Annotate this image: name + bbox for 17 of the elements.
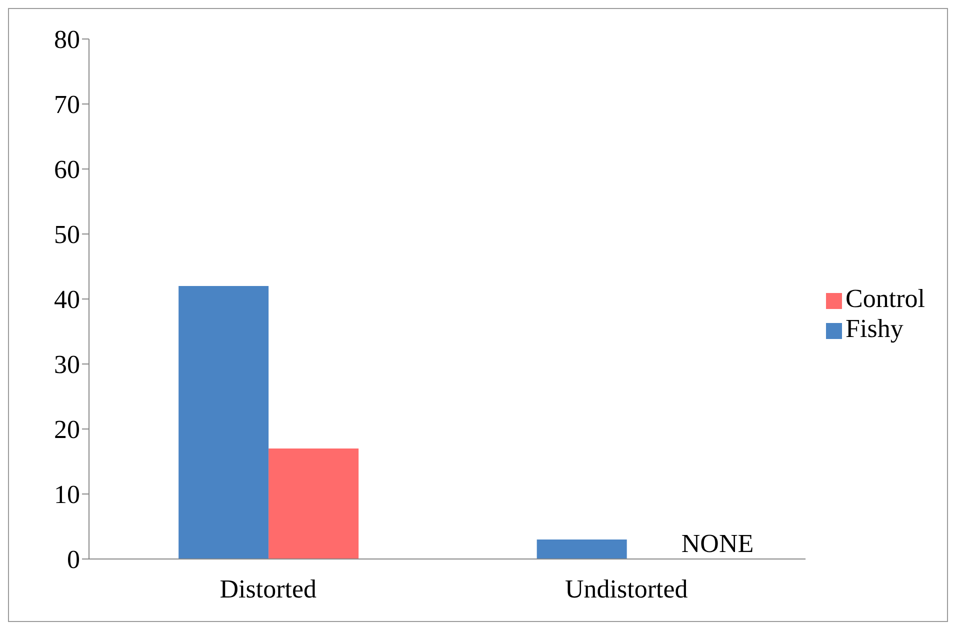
- bar: [536, 540, 627, 559]
- y-tick-label: 50: [54, 220, 80, 250]
- legend-label: Control: [846, 284, 925, 313]
- x-tick-label: Undistorted: [565, 574, 688, 604]
- y-tick-label: 0: [67, 545, 80, 574]
- annotation: NONE: [681, 529, 754, 558]
- y-tick-label: 60: [54, 155, 80, 184]
- legend-label: Fishy: [846, 314, 904, 343]
- y-tick-label: 70: [54, 90, 80, 120]
- y-tick-label: 10: [54, 480, 80, 510]
- y-tick-label: 30: [54, 350, 80, 380]
- y-tick-label: 40: [54, 285, 80, 314]
- bar: [178, 286, 269, 559]
- y-tick-label: 80: [54, 25, 80, 54]
- bar: [268, 448, 359, 559]
- y-tick-label: 20: [54, 415, 80, 444]
- x-tick-label: Distorted: [220, 574, 317, 604]
